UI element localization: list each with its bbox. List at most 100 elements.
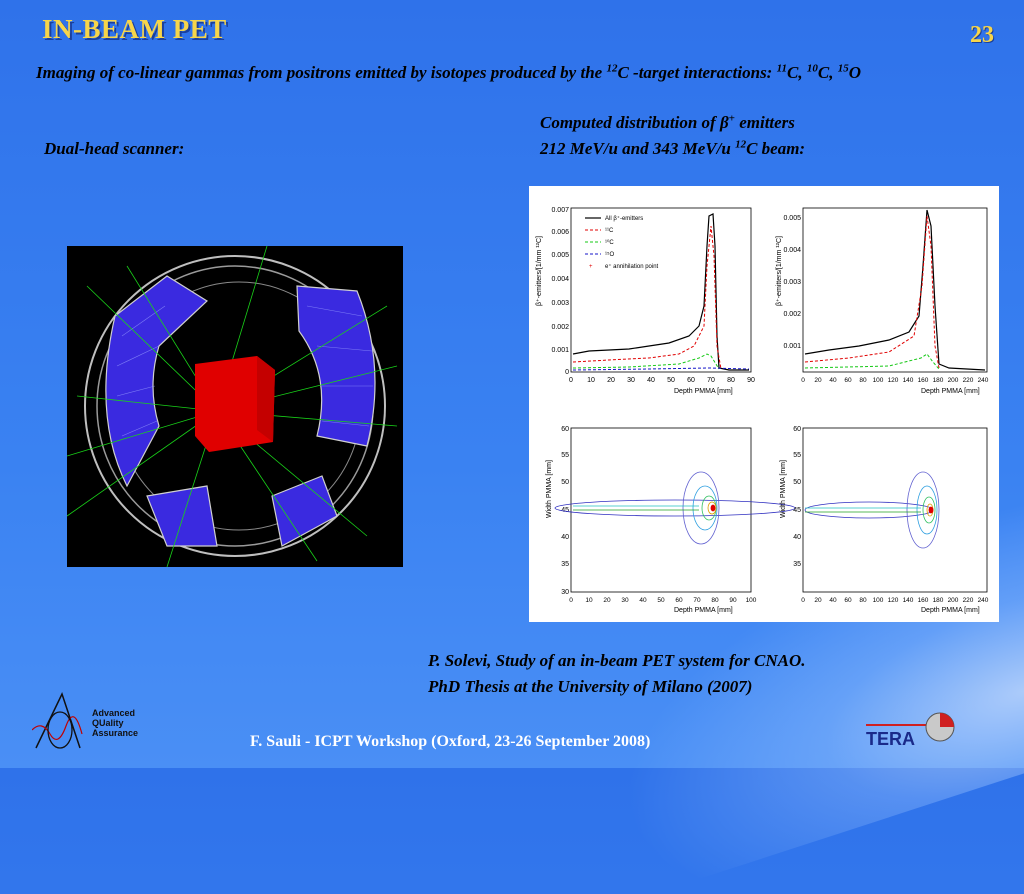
svg-text:60: 60 [844,597,852,604]
svg-text:60: 60 [561,426,569,433]
svg-text:240: 240 [978,377,989,384]
dual-head-label: Dual-head scanner: [44,139,185,158]
svg-text:50: 50 [561,479,569,486]
svg-text:200: 200 [948,597,959,604]
svg-text:All β⁺-emitters: All β⁺-emitters [605,215,643,222]
svg-text:50: 50 [667,377,675,384]
svg-text:Depth PMMA [mm]: Depth PMMA [mm] [674,607,733,614]
svg-text:40: 40 [647,377,655,384]
svg-text:55: 55 [561,452,569,459]
svg-text:180: 180 [933,377,944,384]
svg-text:220: 220 [963,377,974,384]
svg-text:Width PMMA [mm]: Width PMMA [mm] [546,460,553,518]
svg-text:60: 60 [675,597,683,604]
svg-text:Depth PMMA [mm]: Depth PMMA [mm] [921,607,980,614]
svg-text:Depth PMMA [mm]: Depth PMMA [mm] [921,388,980,395]
svg-text:100: 100 [873,597,884,604]
svg-text:80: 80 [859,597,867,604]
svg-text:60: 60 [844,377,852,384]
svg-text:¹⁰C: ¹⁰C [605,239,614,246]
tera-logo: TERA [862,695,958,753]
plot-width-profile-343: Width PMMA [mm] Depth PMMA [mm] 35 40 45… [780,426,989,614]
svg-text:200: 200 [948,377,959,384]
svg-text:180: 180 [933,597,944,604]
slide-title: IN-BEAM PET [42,14,227,44]
svg-text:30: 30 [621,597,629,604]
plot-depth-profile-343: β⁺-emitters/[1/mm ¹²C] Depth PMMA [mm] 0… [776,207,989,395]
svg-text:100: 100 [873,377,884,384]
plot-width-profile-212: Width PMMA [mm] Depth PMMA [mm] 30 35 40… [546,426,796,614]
svg-text:35: 35 [793,561,801,568]
svg-text:100: 100 [746,597,757,604]
svg-text:80: 80 [859,377,867,384]
svg-text:240: 240 [978,597,989,604]
beta-emitter-plots: β⁺-emitters/[1/mm ¹²C] Depth PMMA [mm] 0… [529,186,999,622]
svg-text:50: 50 [657,597,665,604]
svg-text:35: 35 [561,561,569,568]
svg-text:40: 40 [639,597,647,604]
svg-text:0.002: 0.002 [783,311,801,318]
aqa-logo: Advanced QUality Assurance [31,690,152,756]
svg-text:0.002: 0.002 [551,324,569,331]
svg-text:0: 0 [569,597,573,604]
svg-text:0.003: 0.003 [551,300,569,307]
svg-text:160: 160 [918,597,929,604]
svg-text:40: 40 [829,597,837,604]
slide-number: 23 [970,22,994,48]
svg-text:140: 140 [903,377,914,384]
svg-text:0.005: 0.005 [551,252,569,259]
svg-text:0: 0 [565,369,569,376]
svg-text:20: 20 [814,377,822,384]
svg-text:30: 30 [561,589,569,596]
dual-head-scanner-image [66,245,403,568]
svg-text:80: 80 [727,377,735,384]
svg-text:40: 40 [793,534,801,541]
svg-text:Width PMMA [mm]: Width PMMA [mm] [780,460,787,518]
tl-ylabel: β⁺-emitters/[1/mm ¹²C] [536,236,543,306]
svg-text:TERA: TERA [866,729,915,749]
computed-distribution-caption: Computed distribution of β+ emitters 212… [540,112,806,158]
svg-text:0.005: 0.005 [783,215,801,222]
svg-text:30: 30 [627,377,635,384]
svg-text:90: 90 [729,597,737,604]
svg-text:Assurance: Assurance [92,728,138,738]
svg-text:120: 120 [888,377,899,384]
svg-text:0.001: 0.001 [551,347,569,354]
intro-text: Imaging of co-linear gammas from positro… [36,62,861,82]
svg-text:0: 0 [801,597,805,604]
svg-text:β⁺-emitters/[1/mm ¹²C]: β⁺-emitters/[1/mm ¹²C] [776,236,783,306]
svg-text:160: 160 [918,377,929,384]
svg-text:20: 20 [607,377,615,384]
svg-text:20: 20 [603,597,611,604]
svg-text:e⁺ annihilation point: e⁺ annihilation point [605,263,659,270]
svg-text:60: 60 [687,377,695,384]
svg-text:45: 45 [793,507,801,514]
svg-text:70: 70 [707,377,715,384]
svg-text:120: 120 [888,597,899,604]
footer-text: F. Sauli - ICPT Workshop (Oxford, 23-26 … [250,733,651,750]
svg-text:0.004: 0.004 [551,276,569,283]
svg-text:45: 45 [561,507,569,514]
svg-text:55: 55 [793,452,801,459]
svg-text:20: 20 [814,597,822,604]
svg-text:Advanced: Advanced [92,708,135,718]
svg-text:10: 10 [587,377,595,384]
svg-text:140: 140 [903,597,914,604]
svg-text:¹⁵O: ¹⁵O [605,251,614,258]
svg-text:0: 0 [801,377,805,384]
reference-citation: P. Solevi, Study of an in-beam PET syste… [428,651,806,696]
svg-text:QUality: QUality [92,718,124,728]
svg-text:220: 220 [963,597,974,604]
svg-text:40: 40 [561,534,569,541]
plot-depth-profile-212: β⁺-emitters/[1/mm ¹²C] Depth PMMA [mm] 0… [536,207,755,395]
svg-text:40: 40 [829,377,837,384]
svg-text:80: 80 [711,597,719,604]
svg-text:¹¹C: ¹¹C [605,228,614,234]
svg-text:70: 70 [693,597,701,604]
svg-text:60: 60 [793,426,801,433]
svg-text:50: 50 [793,479,801,486]
svg-text:0: 0 [569,377,573,384]
svg-text:0.003: 0.003 [783,279,801,286]
tl-xlabel: Depth PMMA [mm] [674,388,733,395]
svg-text:0.001: 0.001 [783,343,801,350]
